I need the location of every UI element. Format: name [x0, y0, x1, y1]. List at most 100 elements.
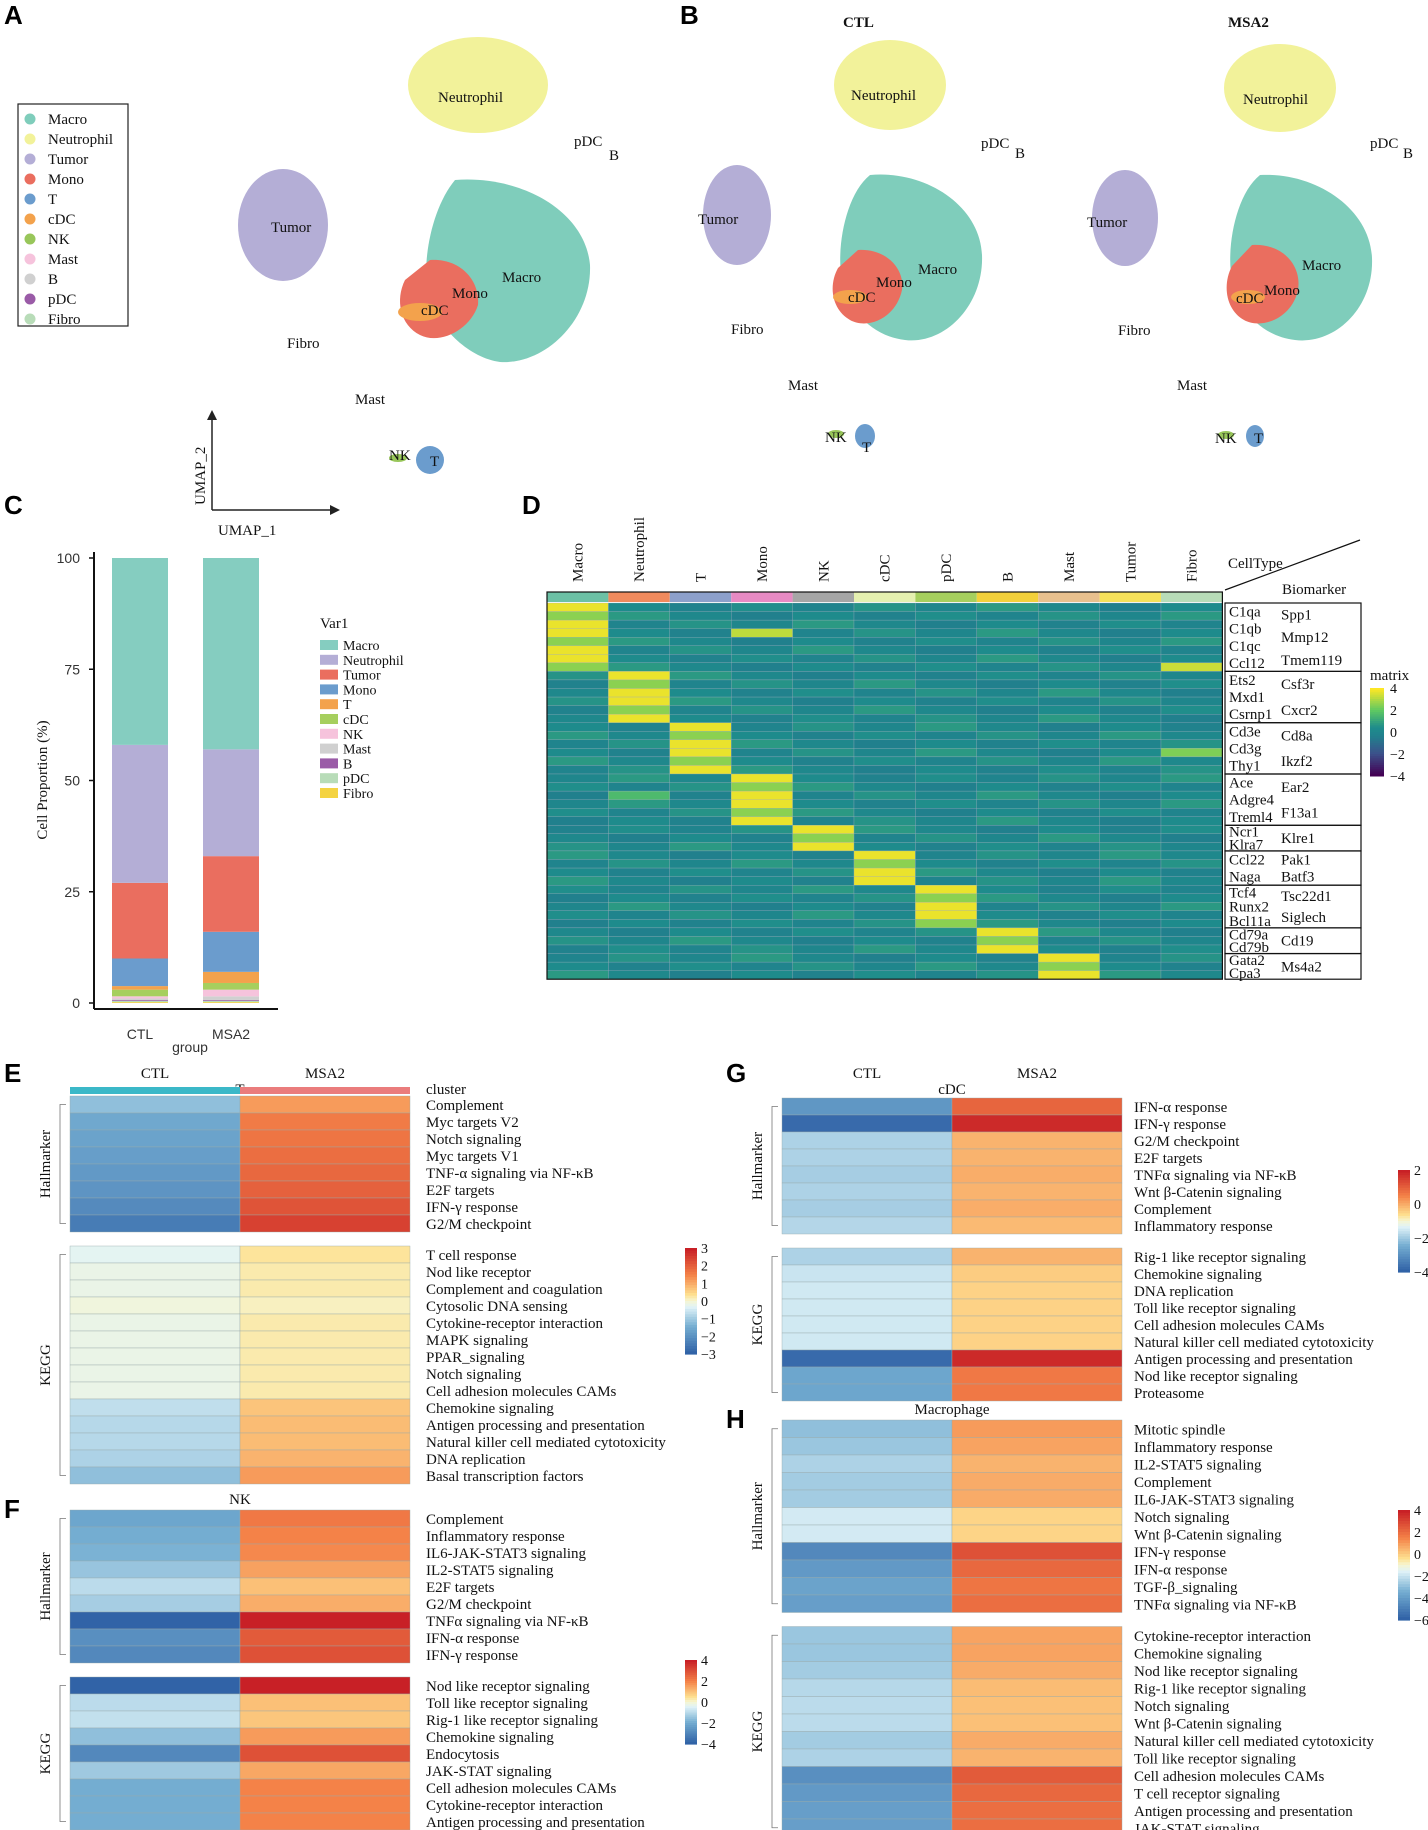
- heatmap-cell: [853, 782, 916, 792]
- colorbar-step: [1370, 747, 1384, 751]
- heatmap-cell: [608, 731, 670, 740]
- term-il2-stat5-signaling: IL2-STAT5 signaling: [1134, 1458, 1262, 1474]
- colorbar-step: [1370, 712, 1384, 715]
- heatmap-cell: [792, 885, 855, 894]
- heatmap-cell: [608, 910, 670, 920]
- ctl-cluster-neutrophil: [834, 40, 946, 130]
- panel-label-e: E: [4, 1058, 21, 1088]
- cell-msa2-ifn-response: [239, 1645, 411, 1664]
- colorbar-step: [685, 1346, 697, 1350]
- heatmap-cell: [546, 842, 609, 852]
- term-e2f-targets: E2F targets: [426, 1183, 495, 1199]
- colorbar-step: [1398, 1256, 1410, 1260]
- heatmap-cell: [792, 842, 855, 852]
- gene-label-ncr1: Ncr1: [1229, 825, 1259, 841]
- umap-b-msa2-label-mono: Mono: [1264, 283, 1300, 299]
- term-basal-transcription-factors: Basal transcription factors: [426, 1469, 584, 1485]
- heatmap-cell: [669, 833, 732, 843]
- heatmap-col-annot-neutrophil: [608, 592, 670, 602]
- colorbar-step: [1370, 767, 1384, 770]
- heatmap-cell: [546, 790, 609, 800]
- heatmap-cell: [546, 654, 609, 663]
- heatmap-cell: [792, 850, 855, 860]
- heatmap-cell: [546, 816, 609, 826]
- cell-ctl-myc-targets-v2: [69, 1112, 241, 1131]
- colorbar-step: [1398, 1175, 1410, 1179]
- colorbar-step: [1398, 1228, 1410, 1232]
- heatmap-cell: [792, 654, 855, 663]
- heatmap-cell: [669, 816, 732, 826]
- heatmap-cell: [1160, 927, 1223, 937]
- heatmap-cell: [608, 859, 670, 869]
- heatmap-cell: [546, 867, 609, 877]
- ctl-cluster-cdc: [833, 290, 867, 304]
- heatmap-cell: [669, 953, 732, 963]
- colorbar-step: [1370, 701, 1384, 704]
- heatmap-cell: [546, 671, 609, 681]
- term-nod-like-receptor: Nod like receptor: [426, 1265, 531, 1281]
- cell-ctl-tnf-signaling-via-nf-b: [69, 1611, 241, 1630]
- colorbar-step: [1398, 1223, 1410, 1227]
- term-natural-killer-cell-mediated-cytotoxicity: Natural killer cell mediated cytotoxicit…: [1134, 1734, 1374, 1750]
- heatmap-cell: [792, 833, 855, 843]
- heatmap-cell: [1099, 696, 1162, 706]
- heatmap-col-annot-b: [976, 592, 1039, 602]
- heatmap-cell: [976, 953, 1039, 963]
- heatmap-cell: [792, 927, 855, 937]
- cell-ctl-complement: [69, 1509, 241, 1528]
- cell-msa2-complement: [239, 1095, 411, 1114]
- colorbar-step: [1398, 1606, 1410, 1610]
- heatmap-cell: [669, 619, 732, 629]
- colorbar-step: [1370, 699, 1384, 702]
- heatmap-cell: [1099, 739, 1162, 749]
- heatmap-cell: [915, 756, 977, 766]
- cell-msa2-il6-jak-stat3-signaling: [239, 1543, 411, 1562]
- cell-msa2-il6-jak-stat3-signaling: [951, 1489, 1123, 1508]
- term-cytosolic-dna-sensing: Cytosolic DNA sensing: [426, 1299, 568, 1315]
- bar-category-label: CTL: [127, 1026, 154, 1042]
- panel-f-heatmap: CTLMSA2NKComplementInflammatory response…: [38, 0, 716, 1830]
- heatmap-cell: [1160, 936, 1223, 946]
- term-il2-stat5-signaling: IL2-STAT5 signaling: [426, 1563, 554, 1579]
- heatmap-cell: [1038, 936, 1100, 946]
- heatmap-cell: [1099, 808, 1162, 817]
- colorbar-step: [1398, 1226, 1410, 1230]
- heatmap-cell: [1038, 825, 1100, 834]
- heatmap-cell: [669, 936, 732, 946]
- colorbar-step: [1398, 1551, 1410, 1555]
- cell-msa2-myc-targets-v2: [239, 1112, 411, 1131]
- heatmap-cell: [1038, 816, 1100, 826]
- legend-dot-pdc: [24, 293, 36, 305]
- heatmap-cell: [608, 944, 670, 954]
- heatmap-cell: [853, 902, 916, 911]
- heatmap-cell: [546, 765, 609, 775]
- heatmap-cell: [608, 961, 670, 971]
- colorbar-step: [685, 1676, 697, 1680]
- cell-msa2-il2-stat5-signaling: [951, 1454, 1123, 1473]
- heatmap-cell: [1099, 902, 1162, 911]
- heatmap-cell: [546, 645, 609, 655]
- hallmarker-label: Hallmarker: [750, 1132, 766, 1200]
- heatmap-cell: [915, 705, 977, 715]
- heatmap-cell: [792, 705, 855, 715]
- umap-a-label-tumor: Tumor: [271, 220, 311, 236]
- heatmap-cell: [853, 825, 916, 834]
- heatmap-cell: [915, 970, 977, 980]
- colorbar-step: [685, 1322, 697, 1326]
- heatmap-cell: [731, 602, 793, 612]
- cell-ctl-nod-like-receptor-signaling: [69, 1676, 241, 1695]
- cell-ctl-basal-transcription-factors: [69, 1466, 241, 1485]
- heatmap-cell: [1038, 679, 1100, 689]
- colorbar-step: [1398, 1246, 1410, 1250]
- heatmap-col-label-nk: NK: [816, 560, 832, 582]
- bar-legend-swatch-b: [320, 758, 338, 769]
- bar-legend-swatch-tumor: [320, 669, 338, 680]
- umap-a-label-b: B: [609, 148, 619, 164]
- heatmap-cell: [853, 722, 916, 732]
- colorbar-step: [1398, 1185, 1410, 1189]
- cell-ctl-g2-m-checkpoint: [69, 1594, 241, 1613]
- colorbar-step: [685, 1668, 697, 1672]
- heatmap-cell: [731, 885, 793, 894]
